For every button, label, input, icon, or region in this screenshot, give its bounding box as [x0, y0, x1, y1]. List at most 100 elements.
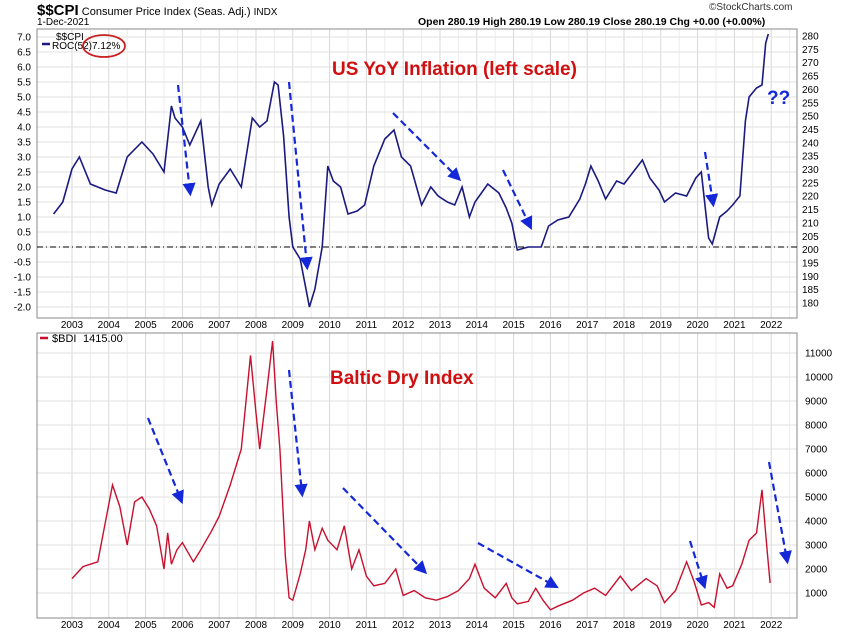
x-tick-label: 2021 [723, 620, 746, 631]
left-tick-label: 1.0 [17, 213, 31, 224]
x-tick-label: 2013 [429, 620, 452, 631]
left-tick-label: -1.5 [14, 288, 32, 299]
left-tick-label: -0.5 [14, 258, 32, 269]
x-tick-label: 2004 [98, 320, 121, 331]
annotation-arrow [146, 417, 184, 505]
right-tick-label: 205 [802, 232, 819, 243]
left-tick-label: 6.0 [17, 63, 31, 74]
x-tick-label: 2017 [576, 320, 599, 331]
bdi-legend-symbol: $BDI [52, 333, 76, 345]
bdi-legend-value: 1415.00 [83, 333, 123, 345]
cpi-legend-value: 7.12% [92, 41, 120, 52]
x-tick-label: 2012 [392, 620, 415, 631]
x-tick-label: 2022 [760, 620, 783, 631]
bdi-tick-label: 10000 [805, 373, 833, 384]
bdi-tick-label: 9000 [805, 397, 828, 408]
x-tick-label: 2019 [650, 620, 673, 631]
right-tick-label: 250 [802, 112, 819, 123]
right-tick-label: 240 [802, 138, 819, 149]
cpi-legend-symbol: $$CPI [56, 32, 84, 43]
x-tick-label: 2008 [245, 620, 268, 631]
right-tick-label: 230 [802, 165, 819, 176]
x-tick-label: 2022 [760, 320, 783, 331]
watermark: ©StockCharts.com [709, 2, 793, 13]
x-tick-label: 2005 [134, 620, 157, 631]
left-tick-label: 2.0 [17, 183, 31, 194]
annotation-arrow [342, 487, 428, 575]
annotation-arrow [502, 169, 533, 230]
bdi-tick-label: 8000 [805, 421, 828, 432]
cpi-panel-frame [36, 28, 798, 319]
annotation-arrow [176, 84, 196, 197]
right-tick-label: 215 [802, 205, 819, 216]
annotation-arrow [767, 461, 792, 565]
right-tick-label: 225 [802, 178, 819, 189]
x-tick-label: 2009 [282, 320, 305, 331]
left-tick-label: 1.5 [17, 198, 31, 209]
right-tick-label: 275 [802, 45, 819, 56]
x-tick-label: 2010 [318, 320, 341, 331]
right-tick-label: 210 [802, 218, 819, 229]
x-tick-label: 2003 [61, 320, 84, 331]
x-tick-label: 2010 [318, 620, 341, 631]
right-tick-label: 195 [802, 258, 819, 269]
x-tick-label: 2016 [539, 320, 562, 331]
annotation-arrow [287, 81, 313, 271]
x-tick-label: 2014 [466, 620, 489, 631]
right-tick-label: 180 [802, 299, 819, 310]
right-tick-label: 245 [802, 125, 819, 136]
bdi-tick-label: 2000 [805, 565, 828, 576]
symbol: $$CPI [37, 2, 79, 19]
right-tick-label: 220 [802, 192, 819, 203]
left-tick-label: 2.5 [17, 168, 31, 179]
left-tick-label: 3.5 [17, 138, 31, 149]
cpi-legend-indicator: ROC(52) [52, 41, 92, 52]
x-tick-label: 2016 [539, 620, 562, 631]
cpi-roc-line [52, 33, 770, 308]
left-tick-label: 0.0 [17, 243, 31, 254]
right-tick-label: 235 [802, 152, 819, 163]
left-tick-label: 6.5 [17, 48, 31, 59]
chart-title: $$CPI Consumer Price Index (Seas. Adj.) … [37, 2, 277, 19]
x-tick-label: 2013 [429, 320, 452, 331]
chart-date: 1-Dec-2021 [37, 17, 90, 28]
ohlc-readout: Open 280.19 High 280.19 Low 280.19 Close… [418, 16, 766, 28]
x-tick-label: 2005 [134, 320, 157, 331]
x-tick-label: 2007 [208, 620, 231, 631]
bdi-tick-label: 3000 [805, 541, 828, 552]
bdi-tick-label: 7000 [805, 445, 828, 456]
x-tick-label: 2006 [171, 320, 194, 331]
x-tick-label: 2011 [356, 320, 378, 331]
right-tick-label: 185 [802, 285, 819, 296]
x-tick-label: 2020 [686, 320, 709, 331]
x-tick-label: 2015 [502, 620, 525, 631]
security-name: Consumer Price Index (Seas. Adj.) [81, 6, 251, 18]
annotation-arrow [703, 151, 719, 208]
x-tick-label: 2019 [650, 320, 673, 331]
x-tick-label: 2020 [686, 620, 709, 631]
x-tick-label: 2018 [613, 620, 636, 631]
left-tick-label: -2.0 [14, 303, 32, 314]
bdi-panel-grid [37, 333, 797, 618]
right-tick-label: 260 [802, 85, 819, 96]
right-tick-label: 200 [802, 245, 819, 256]
x-tick-label: 2015 [502, 320, 525, 331]
right-tick-label: 190 [802, 272, 819, 283]
x-tick-label: 2007 [208, 320, 231, 331]
x-tick-label: 2017 [576, 620, 599, 631]
x-tick-label: 2009 [282, 620, 305, 631]
bdi-annotation: Baltic Dry Index [330, 368, 474, 389]
x-tick-label: 2003 [61, 620, 84, 631]
exchange: INDX [253, 7, 278, 18]
x-tick-label: 2021 [723, 320, 746, 331]
bdi-tick-label: 1000 [805, 589, 828, 600]
bdi-tick-label: 11000 [805, 349, 833, 360]
annotation-arrow [688, 540, 708, 590]
right-tick-label: 265 [802, 72, 819, 83]
x-tick-label: 2006 [171, 620, 194, 631]
question-annotation: ?? [767, 88, 790, 109]
bdi-tick-label: 4000 [805, 517, 828, 528]
annotation-arrow [287, 369, 308, 498]
